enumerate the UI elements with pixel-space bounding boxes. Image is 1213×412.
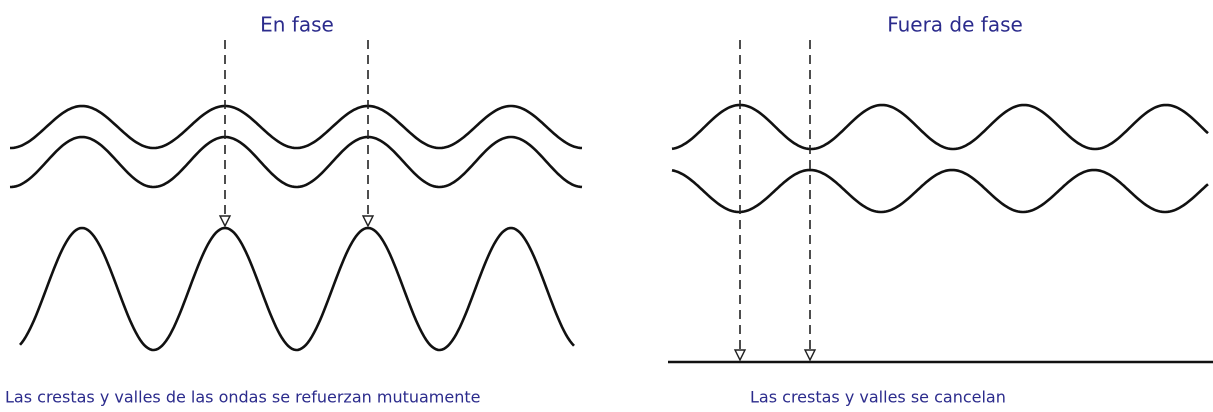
arrow-head: [361, 215, 375, 228]
wave: [671, 103, 1209, 151]
panel-caption: Las crestas y valles se cancelan: [750, 388, 1006, 407]
wave: [19, 226, 575, 352]
wave: [671, 168, 1209, 214]
arrow-head: [733, 349, 747, 362]
wave: [10, 104, 583, 150]
panel-title: En fase: [260, 13, 334, 37]
wave: [9, 135, 583, 189]
arrow-head: [218, 215, 232, 228]
waves: [9, 40, 1209, 362]
panel-title: Fuera de fase: [887, 13, 1023, 37]
arrow-head: [803, 349, 817, 362]
panel-caption: Las crestas y valles de las ondas se ref…: [5, 388, 481, 407]
